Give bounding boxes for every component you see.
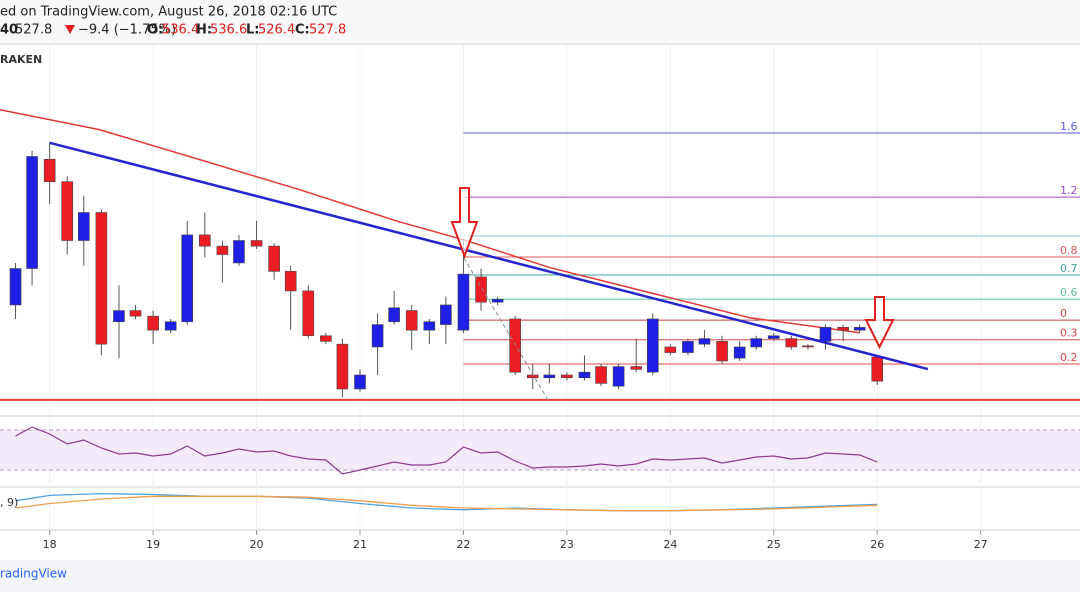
candle-body [561,374,573,379]
x-tick-label: 25 [767,538,781,551]
candle-body [26,156,38,269]
candle-body [457,273,470,331]
x-tick-label: 21 [353,538,367,551]
candle-body [491,299,504,303]
candle-body [284,271,297,292]
candle-body [871,356,884,382]
chart-title: ed on TradingView.com, August 26, 2018 0… [0,5,337,20]
trendline [49,141,929,371]
candle-body [526,374,539,379]
candle-body [320,335,332,342]
candle-body [336,343,349,390]
candle-body [95,212,108,345]
ohlc-label: L: [246,23,259,38]
candle-body [164,321,177,331]
candle-body [646,318,659,373]
candle-body [802,345,814,348]
candle-body [578,371,591,379]
candle-body [77,212,90,241]
candle-body [147,315,159,331]
x-tick-label: 26 [870,538,884,551]
fib-label: 0.6 [1060,286,1078,299]
candle-body [302,290,315,337]
candle-body [543,374,556,379]
rsi-line [15,426,878,475]
footer-brand[interactable]: radingView [0,567,67,581]
fib-label: 1.6 [1060,120,1078,133]
x-tick-label: 23 [560,538,574,551]
candle-body [837,327,849,331]
candle-body [388,307,400,323]
x-tick-label: 24 [663,538,677,551]
candle-body [630,366,643,370]
fib-label: 1.2 [1060,184,1078,197]
candle-body [268,245,280,272]
candle-body [682,341,694,353]
candle-body [216,245,229,255]
candle-body [405,310,418,331]
ohlc-value: 526.4 [258,23,295,38]
macd-label: , 9) [0,496,18,509]
macd-line [15,495,878,512]
candle-body [233,240,245,264]
x-tick-label: 18 [43,538,57,551]
candle-body [181,234,194,323]
candle-body [733,346,746,359]
candle-body [612,366,625,387]
candle-body [371,324,384,348]
x-tick-label: 27 [974,538,988,551]
candle-body [250,240,263,247]
last-price: 527.8 [15,23,52,38]
candle-body [853,327,866,331]
candle-body [9,268,22,306]
header-bg [0,0,1080,44]
candle-body [475,276,487,303]
candle-body [43,158,56,182]
candle-body [716,341,728,362]
ohlc-label: C: [295,23,310,38]
candle-body [664,346,677,353]
x-tick-label: 19 [146,538,160,551]
candle-body [129,310,142,317]
arrow-down [450,187,479,259]
candle-body [595,366,607,384]
change-icon [65,25,75,34]
moving-average [0,108,860,334]
fib-label: 0.3 [1060,327,1078,340]
ohlc-value: 527.8 [309,23,346,38]
candle-body [113,310,125,323]
candle-body [354,374,366,390]
fib-label: 0 [1060,307,1067,320]
rsi-band [0,430,1080,470]
fib-label: 0.2 [1060,351,1078,364]
symbol-fragment: 40 [0,23,18,38]
ohlc-label: H: [196,23,212,38]
candle-body [61,181,74,241]
candle-body [698,338,711,345]
candle-body [199,234,211,247]
ohlc-value: 536.4 [162,23,199,38]
x-tick-label: 22 [456,538,470,551]
candle-body [750,338,763,348]
candle-body [423,321,436,331]
exchange: RAKEN [0,53,42,66]
footer-bg [0,560,1080,592]
change: −9.4 (−1.75%) [78,23,176,38]
ohlc-label: O: [147,23,163,38]
x-tick-label: 20 [250,538,264,551]
fib-diagonal [463,257,549,401]
ohlc-value: 536.6 [210,23,247,38]
candle-body [819,327,832,342]
candle-body [440,304,452,325]
candle-body [767,335,780,339]
fib-label: 0.7 [1060,262,1078,275]
candle-body [785,338,798,348]
candle-body [509,318,521,373]
fib-label: 0.8 [1060,244,1078,257]
arrow-down [864,296,895,350]
